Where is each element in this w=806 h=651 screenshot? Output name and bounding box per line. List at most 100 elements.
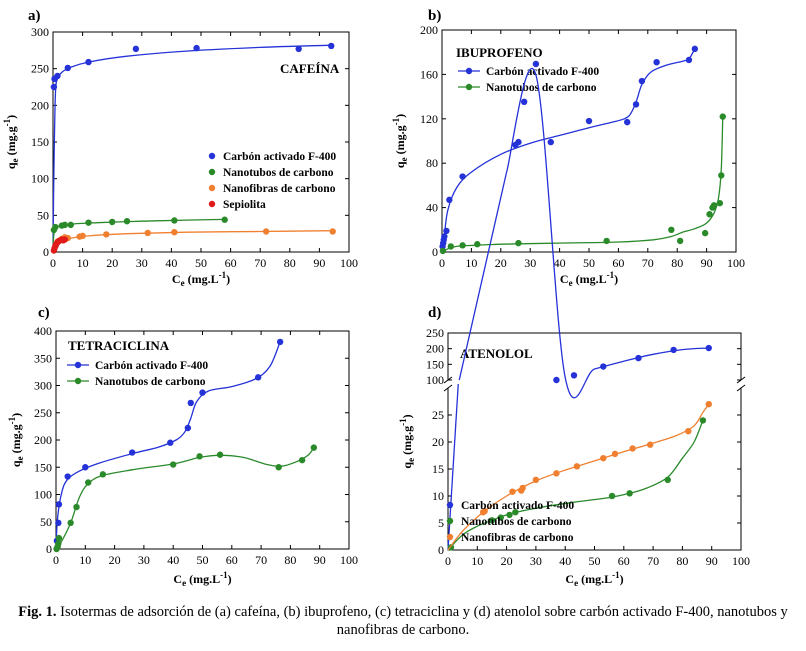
x-tick-label: 70 (647, 554, 659, 568)
data-point (509, 488, 516, 495)
x-axis-label: Ce (mg.L-1) (172, 270, 230, 288)
x-tick-label: 40 (554, 256, 566, 270)
data-point (171, 229, 178, 236)
y-tick-label: 350 (34, 351, 52, 365)
data-point (171, 217, 178, 224)
legend-item: Nanofibras de carbono (208, 183, 336, 195)
series-blue (50, 42, 335, 253)
data-point (123, 218, 131, 225)
caption-label: Fig. 1. (18, 604, 57, 620)
series-red (50, 236, 69, 254)
legend-label: Nanotubos de carbono (223, 167, 334, 179)
y-tick-label: 120 (420, 112, 438, 126)
x-axis-label: Ce (mg.L-1) (560, 270, 618, 288)
y-tick-label: 200 (31, 98, 49, 112)
x-tick-label: 10 (77, 256, 89, 270)
series-line (52, 44, 332, 253)
x-axis-label: Ce (mg.L-1) (565, 570, 623, 588)
data-point (474, 241, 481, 248)
data-point (706, 211, 713, 218)
data-point (298, 456, 306, 464)
x-tick-label: 40 (167, 553, 179, 567)
data-point (443, 227, 450, 235)
data-point (132, 45, 140, 53)
data-point (519, 484, 526, 492)
data-point (497, 514, 504, 521)
series-line (55, 341, 281, 550)
series-line (441, 116, 724, 253)
data-point (54, 72, 61, 80)
data-point (221, 216, 228, 223)
legend-marker (208, 200, 216, 208)
chart-title: IBUPROFENO (456, 45, 543, 60)
data-point (600, 363, 607, 370)
series-orange (52, 228, 336, 253)
series-blue (447, 60, 712, 551)
x-tick-label: 20 (495, 256, 507, 270)
data-point (701, 229, 709, 237)
y-tick-label: 100 (426, 373, 444, 387)
series-green (439, 113, 726, 255)
data-point (718, 172, 725, 179)
data-point (635, 354, 642, 362)
data-point (653, 58, 660, 66)
legend-item: Nanotubos de carbono (208, 167, 334, 179)
data-point (262, 228, 270, 235)
x-tick-label: 0 (445, 554, 451, 568)
x-tick-label: 30 (530, 554, 542, 568)
x-tick-label: 80 (284, 256, 296, 270)
y-tick-label: 80 (426, 156, 438, 170)
x-tick-label: 70 (642, 256, 654, 270)
y-tick-label: 0 (43, 245, 49, 259)
data-point (446, 196, 453, 204)
data-point (295, 45, 302, 53)
data-point (710, 202, 718, 209)
y-tick-label: 0 (432, 245, 438, 259)
panel-b-ibuprofeno: b) IBUPROFENO 0 10 20 30 40 50 60 70 80 90 100 0 40 80 1… (391, 8, 745, 288)
data-point (676, 237, 684, 245)
data-point (276, 338, 284, 346)
y-tick-label: 400 (34, 324, 52, 338)
legend-marker (446, 501, 454, 509)
series-line (52, 230, 333, 253)
data-point (184, 424, 192, 432)
data-point (61, 236, 69, 243)
x-tick-label: 20 (109, 553, 121, 567)
series-green (447, 417, 707, 551)
x-tick-label: 50 (583, 256, 595, 270)
data-point (55, 501, 63, 508)
y-tick-label: 200 (426, 342, 444, 356)
y-tick-label: 150 (31, 135, 49, 149)
data-point (624, 118, 631, 126)
y-tick-label: 160 (420, 67, 438, 81)
x-tick-label: 60 (618, 554, 630, 568)
x-tick-label: 0 (439, 256, 445, 270)
series-orange (447, 401, 712, 551)
data-point (626, 490, 633, 497)
data-point (632, 101, 640, 108)
y-tick-label: 100 (34, 488, 52, 502)
data-point (64, 473, 71, 480)
y-tick-label: 40 (426, 201, 438, 215)
y-tick-label: 20 (432, 435, 444, 449)
legend-label: Nanofibras de carbono (223, 183, 336, 195)
x-tick-label: 90 (314, 553, 326, 567)
data-point (254, 374, 262, 381)
x-tick-label: 20 (106, 256, 118, 270)
data-point (488, 517, 496, 524)
y-axis-label: qe (mg.g-1) (2, 115, 20, 169)
data-point (716, 199, 724, 207)
data-point (611, 450, 619, 458)
x-tick-label: 100 (340, 553, 358, 567)
x-tick-label: 0 (53, 553, 59, 567)
x-tick-label: 80 (284, 553, 296, 567)
x-axis-label: Ce (mg.L-1) (173, 570, 231, 588)
data-point (570, 372, 578, 379)
data-point (85, 219, 92, 226)
series-line-steep (458, 171, 508, 381)
caption-text: Isotermas de adsorción de (a) cafeína, (… (60, 604, 788, 638)
x-tick-label: 100 (727, 256, 745, 270)
y-tick-label: 5 (438, 516, 444, 530)
